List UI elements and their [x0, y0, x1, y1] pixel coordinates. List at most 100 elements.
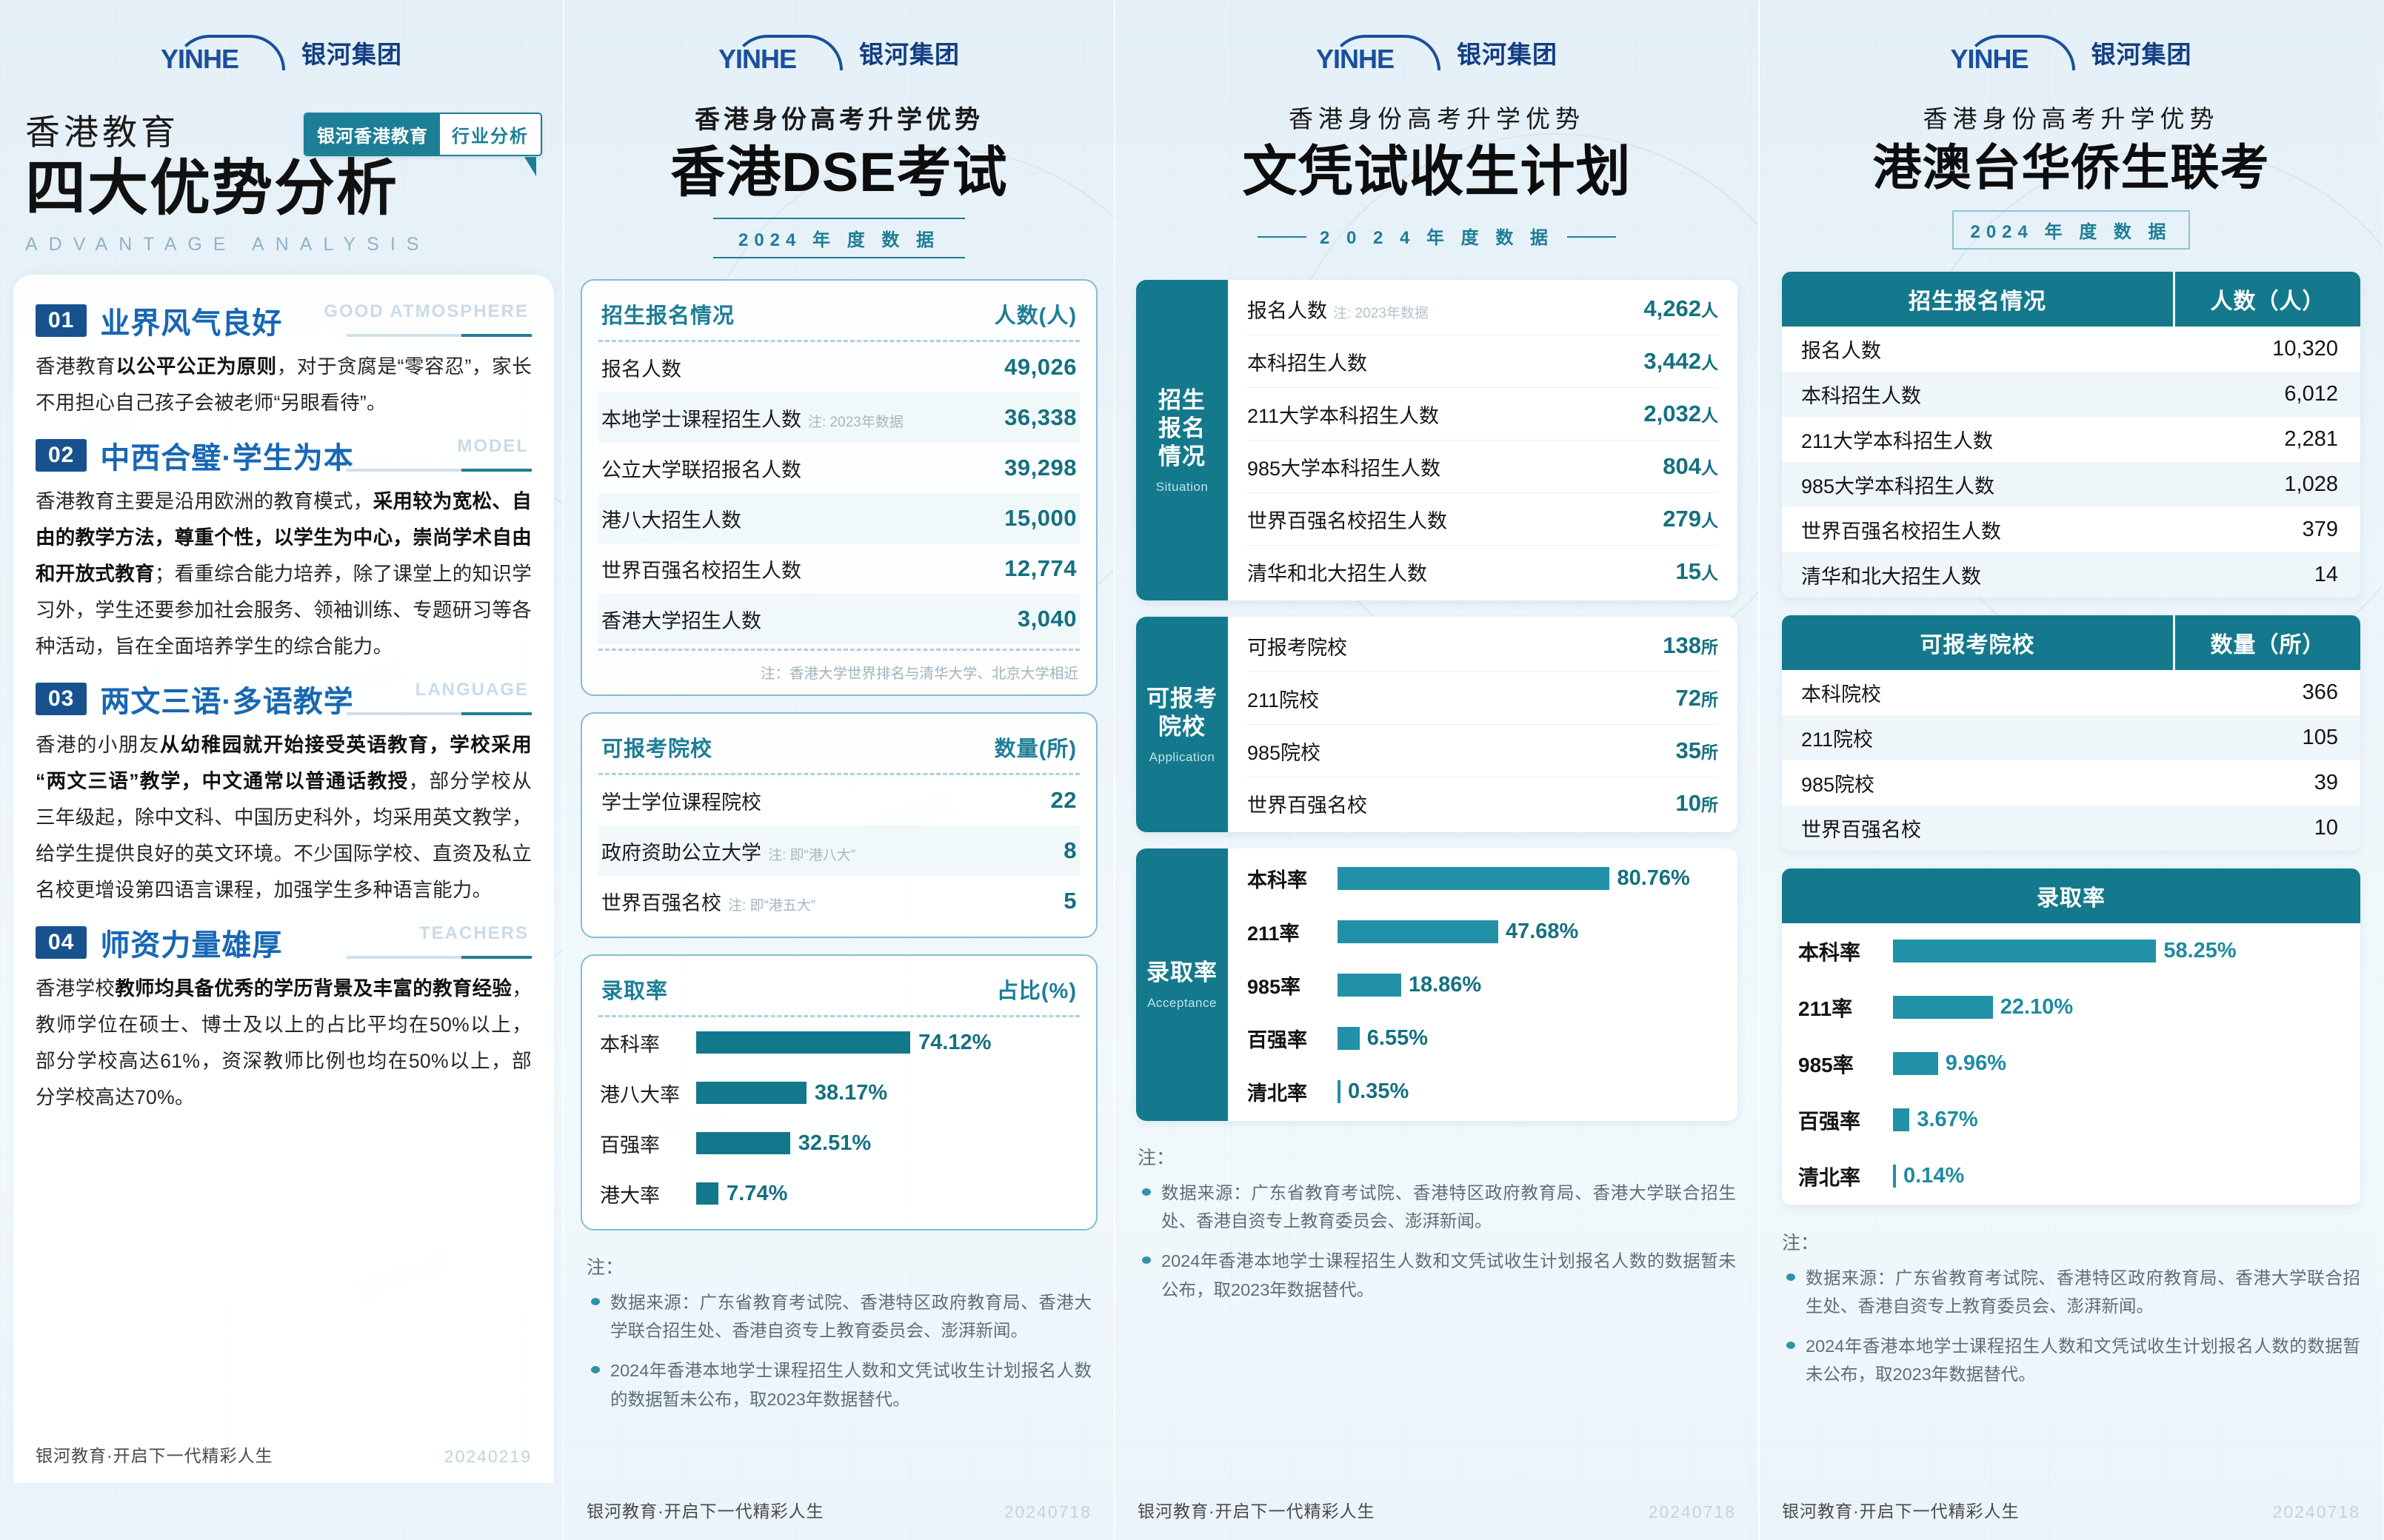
section-title-english: GOOD ATMOSPHERE	[324, 301, 529, 322]
row-label: 报名人数	[1801, 339, 1881, 362]
chart-bar-row: 清北率 0.14%	[1782, 1148, 2360, 1205]
column-header-label: 招生报名情况	[1909, 289, 2046, 314]
row-label-cell: 港八大招生人数	[601, 504, 741, 533]
row-label: 清华和北大招生人数	[1247, 562, 1427, 585]
table-row: 报名人数 10,320	[1782, 327, 2360, 372]
note-text: 数据来源：广东省教育考试院、香港特区政府教育局、香港大学联合招生处、香港自资专上…	[1161, 1183, 1736, 1231]
category-badge: 银河香港教育 行业分析	[304, 113, 542, 156]
acceptance-rate-card: 录取率 Acceptance 本科率 80.76% 211率 47.68% 985率 18…	[1136, 848, 1737, 1122]
table-body: 学士学位课程院校 22 政府资助公立大学 注: 即“港八大” 8 世界百强名校 注: 即“港…	[598, 775, 1080, 926]
row-value: 5	[1064, 888, 1077, 914]
table-row: 世界百强名校招生人数 279人	[1247, 493, 1718, 546]
panel-diploma-admission-plan: 银河集团 银河集团 银河集团 YINHE 银河集团 香港身份高考升学优势 文凭试…	[1114, 0, 1758, 1540]
hero-subtitle: 香港身份高考升学优势	[1289, 105, 1585, 133]
panel2-notes: 注： 数据来源：广东省教育考试院、香港特区政府教育局、香港大学联合招生处、香港自…	[564, 1247, 1114, 1413]
note-item: 2024年香港本地学士课程招生人数和文凭试收生计划报名人数的数据暂未公布，取20…	[1782, 1332, 2360, 1388]
row-label: 世界百强名校招生人数	[1247, 509, 1447, 532]
table-row: 本科招生人数 6,012	[1782, 371, 2360, 417]
row-note: 注: 2023年数据	[808, 414, 904, 430]
row-value-unit: 人	[1701, 511, 1718, 531]
row-label-cell: 世界百强名校招生人数	[1247, 505, 1447, 534]
note-item: 2024年香港本地学士课程招生人数和文凭试收生计划报名人数的数据暂未公布，取20…	[1138, 1247, 1736, 1303]
row-value: 6,012	[2284, 381, 2338, 406]
row-label: 报名人数	[1247, 299, 1327, 322]
bar-value-label: 18.86%	[1408, 972, 1482, 997]
section-title: 业界风气良好	[100, 307, 283, 341]
table-row: 香港大学招生人数 3,040	[598, 594, 1080, 645]
logo-latin-text: YINHE	[1316, 44, 1395, 74]
footer-date: 20240718	[1004, 1502, 1092, 1521]
brand-logo: YINHE 银河集团	[564, 0, 1114, 74]
row-value: 10,320	[2272, 336, 2338, 361]
section-divider	[347, 956, 532, 960]
row-value-number: 35	[1675, 737, 1701, 764]
row-label: 本科招生人数	[1247, 352, 1367, 375]
side-label-cn: 招生 报名 情况	[1158, 386, 1206, 470]
bar-value-label: 0.14%	[1903, 1164, 1965, 1188]
bar-value-label: 74.12%	[918, 1030, 992, 1054]
hero-title: 港澳台华侨生联考	[1872, 140, 2270, 195]
bar-value-label: 3.67%	[1917, 1108, 1978, 1132]
section-header: 04 师资力量雄厚 TEACHERS	[36, 922, 532, 963]
table-footnote: 注：香港大学世界排名与清华大学、北京大学相近	[598, 649, 1080, 684]
row-label: 本地学士课程招生人数	[601, 408, 801, 431]
logo-latin-text: YINHE	[161, 44, 239, 74]
page-title-line2: 四大优势分析	[25, 155, 399, 223]
table-row: 本地学士课程招生人数 注: 2023年数据 36,338	[598, 392, 1080, 443]
row-label-cell: 清华和北大招生人数	[1247, 558, 1427, 586]
card-rows: 可报考院校 138所 211院校 72所 985院校 35所 世界百强名校 10所	[1228, 617, 1737, 833]
body-text-lead: 香港学校	[36, 977, 116, 1000]
body-text-emphasis: 采用较为宽松、自由的教学方法，尊重个性，以学生为中心，崇尚学术自由和开放式教育	[36, 490, 532, 586]
acceptance-rate-chart-card: 录取率 占比(%) 本科率 74.12% 港八大率 38.17% 百强率 32.51% 港大…	[581, 954, 1098, 1231]
row-value: 49,026	[1004, 354, 1077, 381]
row-label-cell: 报名人数 注: 2023年数据	[1247, 295, 1429, 324]
hero-title: 文凭试收生计划	[1242, 141, 1632, 202]
bar-fill	[1893, 1108, 1910, 1132]
row-label: 985院校	[1247, 741, 1321, 764]
hero-title: 香港DSE考试	[670, 141, 1008, 203]
section-title: 两文三语·多语教学	[100, 686, 354, 719]
row-value: 3,442人	[1643, 348, 1718, 375]
table-header-row: 可报考院校 数量(所)	[598, 721, 1080, 776]
body-text-rest: ；看重综合能力培养，除了课堂上的知识学习外，学生还要参加社会服务、领袖训练、专题…	[36, 563, 532, 658]
bullet-icon	[1786, 1273, 1795, 1281]
row-label: 世界百强名校	[601, 891, 721, 914]
bar-fill	[1338, 1026, 1360, 1050]
footer-slogan: 银河教育·开启下一代精彩人生	[36, 1446, 273, 1466]
row-value-number: 3,442	[1643, 348, 1701, 375]
note-item: 数据来源：广东省教育考试院、香港特区政府教育局、香港大学联合招生处、香港自资专上…	[1138, 1179, 1736, 1235]
badge-right-label: 行业分析	[440, 114, 541, 155]
row-value-unit: 所	[1701, 690, 1718, 710]
footer-date: 20240219	[444, 1447, 532, 1467]
row-label: 985大学本科招生人数	[1247, 457, 1441, 480]
row-label: 清华和北大招生人数	[1801, 565, 1981, 588]
row-label: 世界百强名校招生人数	[1801, 520, 2001, 543]
table-row: 985院校 35所	[1247, 725, 1718, 778]
section-body: 香港学校教师均具备优秀的学历背景及丰富的教育经验，教师学位在硕士、博士及以上的占…	[36, 971, 532, 1116]
body-text-rest: ，部分学校从三年级起，除中文科、中国历史科外，均采用英文教学，给学生提供良好的英…	[36, 770, 532, 902]
bar-category-label: 港八大率	[600, 1083, 680, 1106]
row-value: 10	[2314, 815, 2338, 840]
eligible-schools-table-card: 可报考院校 数量（所） 本科院校 366 211院校 105 985院校 39 世界百强名校…	[1782, 615, 2360, 851]
enrollment-table-card: 招生报名情况 人数（人） 报名人数 10,320 本科招生人数 6,012 211大学本…	[1782, 271, 2360, 597]
body-text-lead: 香港教育主要是沿用欧洲的教育模式，	[36, 490, 373, 513]
row-value-number: 804	[1663, 453, 1701, 480]
table-row: 世界百强名校招生人数 12,774	[598, 543, 1080, 594]
row-value: 366	[2302, 680, 2338, 704]
row-note: 注: 即“港五大”	[728, 897, 816, 914]
body-text-lead: 香港教育	[36, 355, 116, 378]
chart-header-row: 录取率	[1782, 868, 2360, 923]
table-row: 报名人数 注: 2023年数据 4,262人	[1247, 283, 1718, 336]
bar-fill	[1338, 866, 1610, 890]
table-row: 可报考院校 138所	[1247, 620, 1718, 673]
bullet-icon	[1142, 1188, 1151, 1196]
row-label-cell: 可报考院校	[1247, 632, 1347, 660]
hero-year-label: 2024 年 度 数 据	[712, 218, 966, 259]
side-label-en: Application	[1149, 749, 1215, 764]
row-value: 1,028	[2284, 472, 2338, 496]
row-value: 804人	[1663, 453, 1718, 480]
panel4-notes: 注： 数据来源：广东省教育考试院、香港特区政府教育局、香港大学联合招生处、香港自…	[1760, 1222, 2383, 1388]
table-row: 港八大招生人数 15,000	[598, 493, 1080, 544]
bullet-icon	[1786, 1342, 1795, 1349]
